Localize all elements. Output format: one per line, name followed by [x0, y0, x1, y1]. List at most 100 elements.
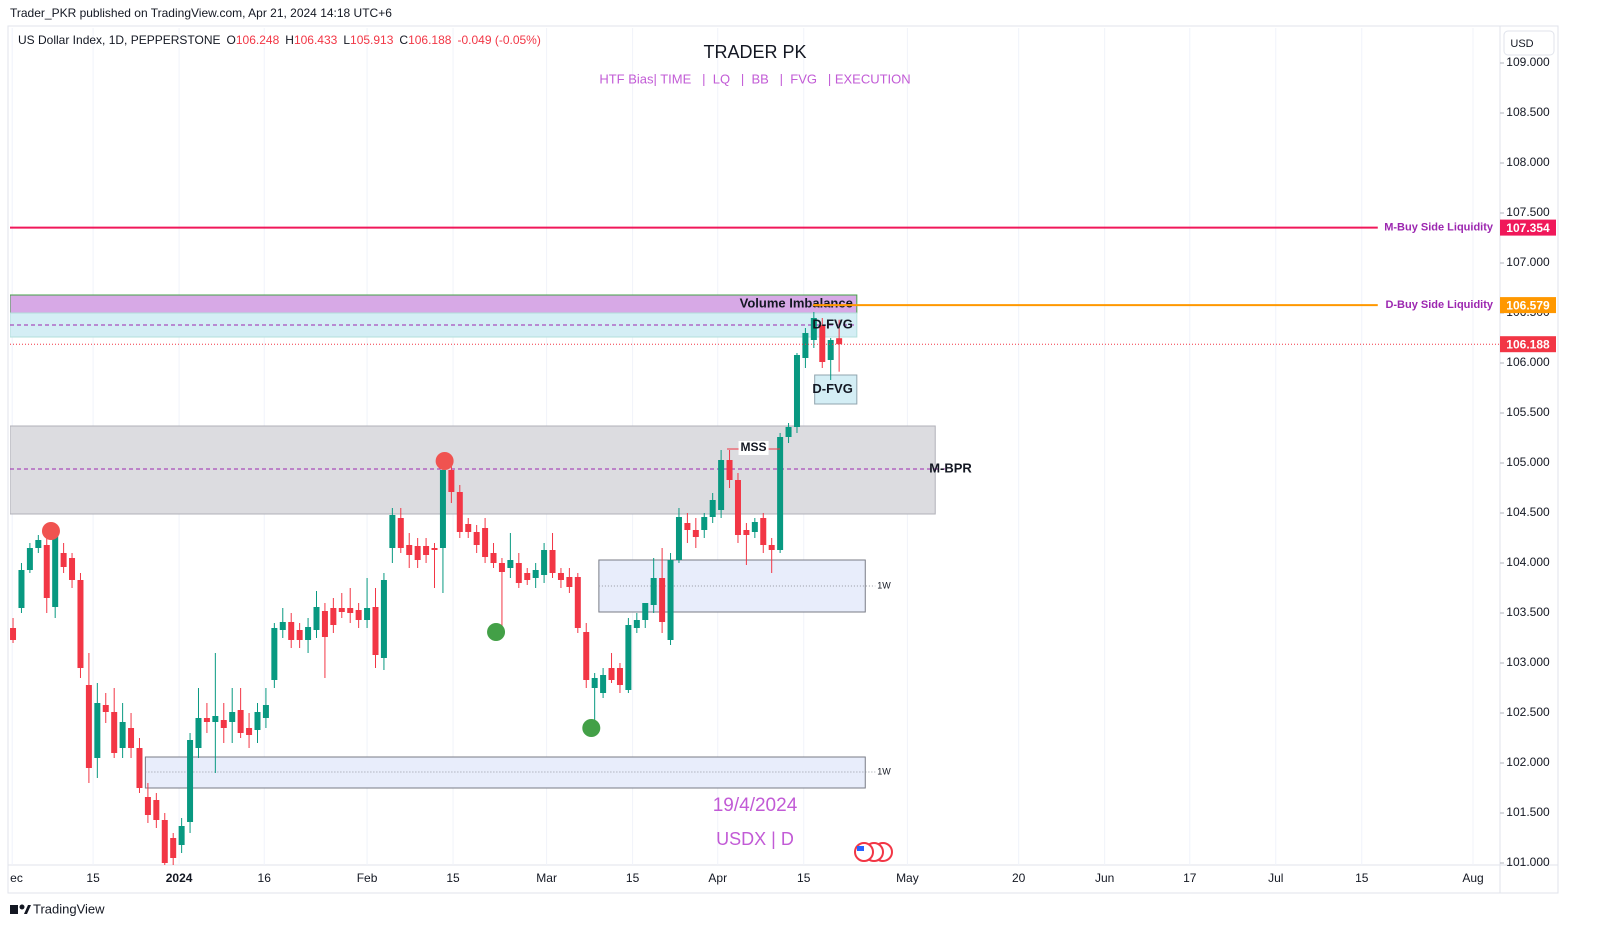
candle-body: [313, 607, 320, 630]
candle-body: [18, 570, 25, 608]
brand: TradingView: [33, 901, 105, 916]
x-tick-label: 15: [797, 871, 811, 885]
ohlc-letter: H: [285, 33, 294, 47]
zone-label: Volume Imbalance: [740, 295, 853, 310]
candle-body: [10, 628, 17, 640]
candle-body: [574, 577, 581, 628]
x-tick-label: Dec: [2, 871, 23, 885]
liquidity-label: D-Buy Side Liquidity: [1385, 299, 1493, 311]
candle-body: [153, 800, 160, 820]
candle-body: [625, 625, 632, 690]
candle-body: [684, 523, 691, 530]
candle-body: [802, 333, 809, 358]
candle-body: [566, 577, 573, 587]
candles: [10, 312, 843, 865]
x-tick-label: 15: [446, 871, 460, 885]
price-tag-bg: [1500, 297, 1556, 314]
candle-body: [465, 524, 472, 532]
candle-body: [338, 608, 345, 612]
ohlc-letter: O: [227, 33, 236, 47]
zone: [10, 294, 858, 314]
currency[interactable]: USD: [1510, 38, 1533, 50]
candle-body: [633, 620, 640, 628]
y-tick-label: 107.500: [1506, 205, 1550, 219]
currency-box[interactable]: [1503, 30, 1555, 56]
candle-body: [583, 632, 590, 680]
candle-body: [768, 545, 775, 550]
candle-body: [347, 608, 354, 613]
ohlc-letter: C: [399, 33, 408, 47]
candle-body: [473, 532, 480, 545]
x-tick-label: Feb: [357, 871, 378, 885]
x-tick-label: 2024: [166, 871, 193, 885]
candle-body: [389, 515, 396, 548]
candle-body: [119, 722, 126, 748]
x-tick-label: 17: [1183, 871, 1197, 885]
candle-body: [69, 558, 76, 580]
candle-body: [642, 603, 649, 620]
candle-body: [372, 607, 379, 655]
candle-body: [793, 355, 800, 427]
candle-body: [254, 712, 261, 730]
y-tick-label: 101.500: [1506, 805, 1550, 819]
annotation: USDX | D: [716, 829, 794, 849]
y-tick-label: 102.000: [1506, 755, 1550, 769]
candle-body: [271, 628, 278, 680]
x-tick-label: 15: [86, 871, 100, 885]
candle-body: [456, 492, 463, 532]
x-tick-label: 15: [626, 871, 640, 885]
candle-body: [743, 530, 750, 535]
mss-label: MSS: [741, 440, 767, 454]
candle-body: [810, 318, 817, 340]
candle-body: [406, 545, 413, 555]
candle-body: [616, 668, 623, 685]
ohlc-value: 105.913: [350, 33, 394, 47]
zone-label: 1W: [877, 580, 891, 590]
change: -0.049 (-0.05%): [457, 33, 540, 47]
candle-body: [751, 522, 758, 532]
annotation: 19/4/2024: [713, 795, 798, 816]
candle-body: [591, 678, 598, 688]
candle-body: [237, 710, 244, 733]
candle-body: [35, 540, 42, 548]
candle-body: [161, 820, 168, 863]
x-tick-label: Jul: [1268, 871, 1283, 885]
candle-body: [718, 460, 725, 510]
axes: 101.000 101.500 102.000 102.500 103.000 103.5…: [2, 55, 1556, 885]
overlays: Volume Imbalance D-FVG D-FVG M-BPR 1W 1W M-Buy…: [10, 222, 1500, 776]
candle-body: [94, 703, 101, 758]
zone-label: D-FVG: [812, 381, 852, 396]
zone-label: M-BPR: [929, 460, 972, 475]
candle-body: [675, 517, 682, 560]
candle-body: [178, 826, 185, 845]
candle-body: [229, 712, 236, 722]
candle-body: [448, 470, 455, 492]
y-tick-label: 104.000: [1506, 555, 1550, 569]
candle-body: [364, 608, 371, 620]
candle-body: [380, 580, 387, 658]
y-tick-label: 101.000: [1506, 855, 1550, 869]
x-tick-label: 15: [1355, 871, 1369, 885]
current-price-tag-bg: [1500, 336, 1556, 353]
candle-body: [397, 518, 404, 548]
candle-body: [549, 550, 556, 573]
marker: [41, 522, 60, 540]
candle-body: [296, 630, 303, 640]
candle-body: [321, 611, 328, 637]
symbol-header: US Dollar Index, 1D, PEPPERSTONE O106.248…: [18, 33, 541, 47]
candle-body: [52, 535, 59, 607]
y-tick-label: 103.000: [1506, 655, 1550, 669]
candle-body: [482, 528, 489, 557]
chart-subtitle: HTF Bias| TIME | LQ | BB | FVG | EXECUTI…: [599, 71, 910, 86]
flag-icons: [854, 842, 893, 862]
x-tick-label: 20: [1012, 871, 1026, 885]
candle-body: [659, 578, 666, 622]
candle-body: [431, 548, 438, 550]
published: Trader_PKR published on TradingView.com,…: [10, 6, 392, 20]
symbol: US Dollar Index, 1D, PEPPERSTONE: [18, 33, 221, 47]
y-tick-label: 106.000: [1506, 355, 1550, 369]
candle-body: [330, 608, 337, 625]
candle-body: [600, 675, 607, 693]
x-tick-label: Aug: [1462, 871, 1483, 885]
